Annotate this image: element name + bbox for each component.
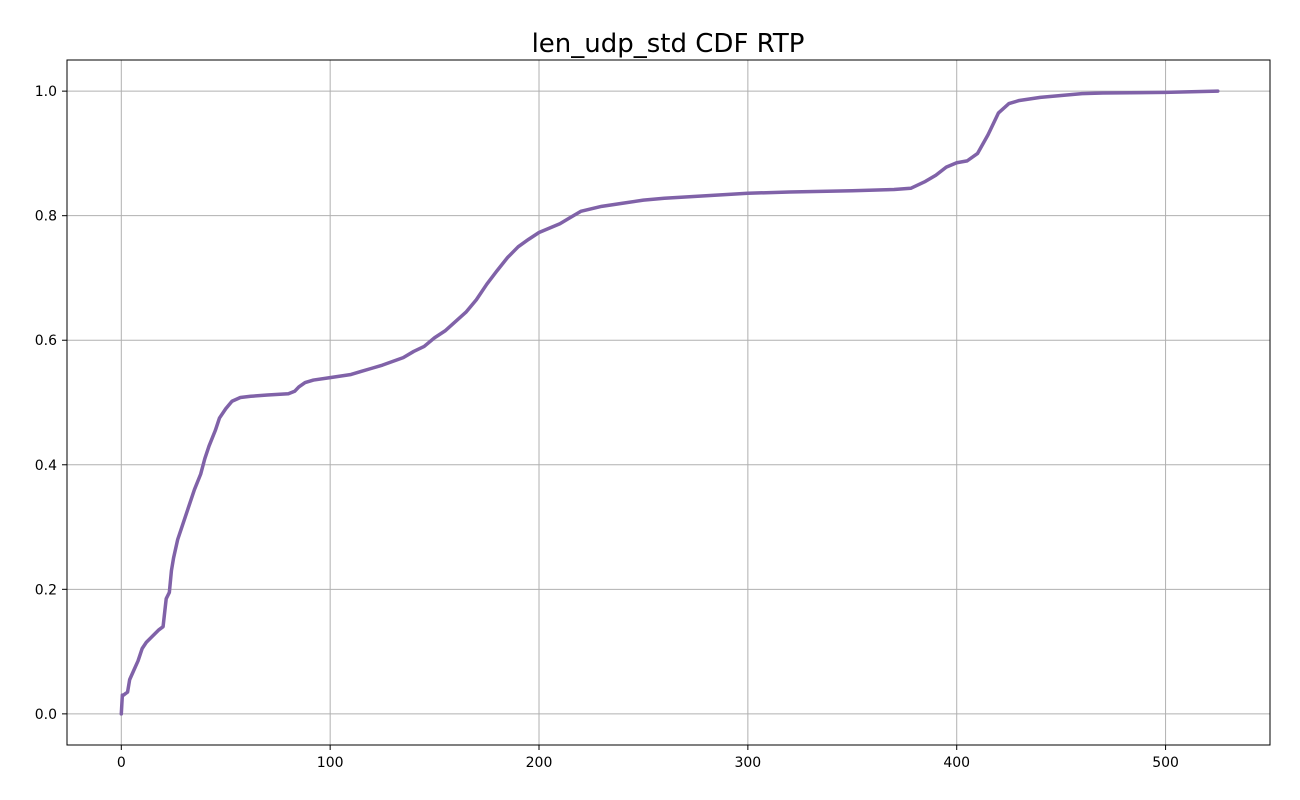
chart-title: len_udp_std CDF RTP xyxy=(532,29,805,59)
data-layer xyxy=(119,89,1220,716)
y-tick-label: 0.2 xyxy=(35,582,57,598)
y-tick-label: 0.8 xyxy=(35,209,57,225)
x-tick-label: 400 xyxy=(943,755,970,771)
axis-layer: 0 100 200 300 400 500 0.0 0.2 0.4 0.6 0.8 1.0 xyxy=(35,84,1179,771)
x-tick-label: 200 xyxy=(526,755,553,771)
y-tick-label: 0.4 xyxy=(35,458,57,474)
grid-layer xyxy=(67,60,1270,745)
y-tick-label: 0.6 xyxy=(35,333,57,349)
plot-frame xyxy=(66,59,1271,746)
x-tick-label: 100 xyxy=(317,755,344,771)
x-tick-label: 500 xyxy=(1152,755,1179,771)
x-tick-label: 0 xyxy=(117,755,126,771)
y-tick-label: 1.0 xyxy=(35,84,57,100)
cdf-series-line xyxy=(119,89,1220,716)
y-tick-label: 0.0 xyxy=(35,707,57,723)
x-tick-label: 300 xyxy=(734,755,761,771)
